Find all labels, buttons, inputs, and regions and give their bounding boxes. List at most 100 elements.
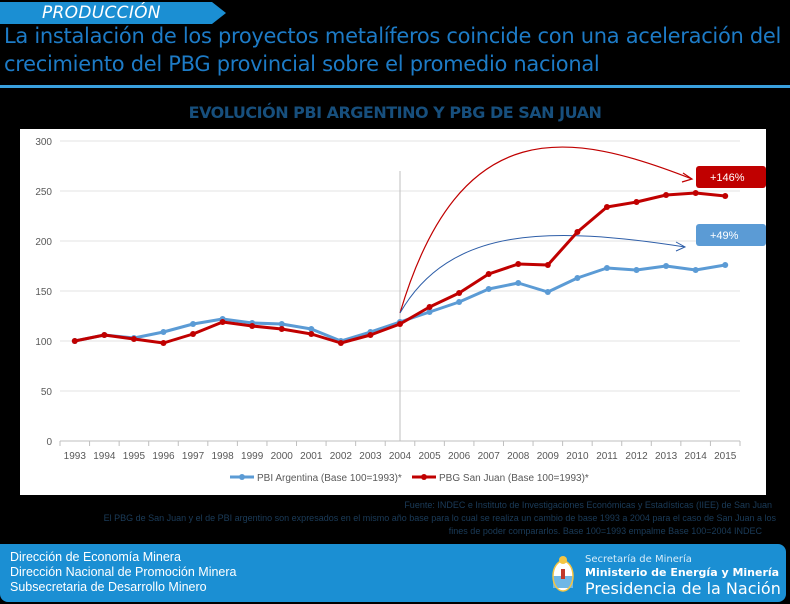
y-tick-label: 100 <box>35 337 52 348</box>
data-point <box>397 321 403 327</box>
data-point <box>603 204 610 210</box>
legend-marker <box>421 474 427 480</box>
data-point <box>249 323 256 329</box>
header-divider <box>0 85 790 88</box>
footer-secretariat: Secretaría de Minería <box>585 554 692 565</box>
data-point <box>485 271 492 277</box>
y-tick-label: 50 <box>41 387 53 398</box>
data-point <box>603 265 610 271</box>
data-point <box>308 331 315 337</box>
data-point <box>337 340 344 346</box>
legend-marker <box>239 474 245 480</box>
data-point <box>544 289 551 295</box>
data-point <box>633 267 640 273</box>
annotation-label: +49% <box>710 230 739 242</box>
data-point <box>367 332 374 338</box>
x-tick-label: 2012 <box>625 451 648 462</box>
data-point <box>190 331 197 337</box>
data-point <box>130 336 137 342</box>
data-point <box>692 267 699 273</box>
y-tick-label: 300 <box>35 137 52 148</box>
data-point <box>308 326 315 332</box>
data-point <box>633 199 640 205</box>
line-chart: 0 50 100 150 200 250 300 1993 1994 1995 1996 1997 19… <box>35 137 766 484</box>
y-tick-label: 250 <box>35 187 52 198</box>
x-tick-label: 2002 <box>330 451 353 462</box>
data-point <box>190 321 197 327</box>
data-point <box>544 262 551 268</box>
x-tick-label: 1999 <box>241 451 264 462</box>
y-tick-label: 200 <box>35 237 52 248</box>
footnote-note-1: El PBG de San Juan y el de PBI argentino… <box>103 513 776 523</box>
x-tick-label: 2001 <box>300 451 323 462</box>
data-point <box>456 290 463 296</box>
legend-label-san-juan: PBG San Juan (Base 100=1993)* <box>439 473 589 484</box>
x-tick-label: 1995 <box>123 451 146 462</box>
data-point <box>426 309 433 315</box>
x-tick-label: 2004 <box>389 451 412 462</box>
data-point <box>515 280 522 286</box>
annotation-arrow-san-juan <box>399 146 693 314</box>
data-point <box>456 299 463 305</box>
x-tick-label: 1993 <box>64 451 87 462</box>
data-point <box>101 332 108 338</box>
footer-ministry: Ministerio de Energía y Minería <box>585 566 780 579</box>
data-point <box>160 340 167 346</box>
x-tick-label: 2014 <box>685 451 708 462</box>
data-point <box>219 319 226 325</box>
footer-dept-2: Dirección Nacional de Promoción Minera <box>10 565 237 579</box>
annotation-badge <box>696 166 766 188</box>
x-tick-label: 2010 <box>566 451 589 462</box>
x-tick-label: 2007 <box>478 451 501 462</box>
chart-area: 0 50 100 150 200 250 300 1993 1994 1995 1996 1997 19… <box>20 129 766 495</box>
section-label: PRODUCCIÓN <box>42 3 161 23</box>
data-point <box>722 262 729 268</box>
footnote-source: Fuente: INDEC e Instituto de Investigaci… <box>404 500 772 510</box>
x-tick-label: 2005 <box>418 451 441 462</box>
x-tick-label: 2006 <box>448 451 471 462</box>
x-tick-label: 2003 <box>359 451 382 462</box>
x-tick-label: 1998 <box>211 451 234 462</box>
data-point <box>574 229 581 235</box>
headline-line-1: La instalación de los proyectos metalífe… <box>4 24 782 48</box>
x-tick-label: 1994 <box>93 451 116 462</box>
x-tick-label: 2000 <box>271 451 294 462</box>
national-crest-icon <box>552 556 574 592</box>
x-tick-label: 2011 <box>596 451 618 462</box>
data-point <box>574 275 581 281</box>
arrowhead-icon <box>675 241 687 252</box>
headline-line-2: crecimiento del PBG provincial sobre el … <box>4 52 600 76</box>
footer-dept-1: Dirección de Economía Minera <box>10 550 181 564</box>
data-point <box>692 190 699 196</box>
data-point <box>515 261 522 267</box>
x-tick-label: 2013 <box>655 451 678 462</box>
data-point <box>278 326 285 332</box>
footnote-note-2: fines de poder compararlos. Base 100=199… <box>448 526 762 536</box>
y-tick-label: 0 <box>46 437 52 448</box>
data-point <box>71 338 78 344</box>
x-tick-label: 1997 <box>182 451 205 462</box>
annotation-label: +146% <box>710 172 745 184</box>
arrowhead-icon <box>681 172 694 183</box>
headline: La instalación de los proyectos metalífe… <box>4 22 790 78</box>
x-tick-label: 2009 <box>537 451 560 462</box>
data-point <box>722 193 729 199</box>
data-point <box>485 286 492 292</box>
chart-title: EVOLUCIÓN PBI ARGENTINO Y PBG DE SAN JUA… <box>188 103 602 122</box>
y-tick-label: 150 <box>35 287 52 298</box>
data-point <box>278 321 285 327</box>
data-point <box>663 263 670 269</box>
legend-label-argentina: PBI Argentina (Base 100=1993)* <box>257 473 402 484</box>
annotation-arrow-argentina <box>399 234 686 314</box>
footer-institution: Secretaría de Minería Ministerio de Ener… <box>530 544 786 602</box>
data-point <box>426 304 433 310</box>
data-point <box>663 192 670 198</box>
x-tick-label: 1996 <box>152 451 175 462</box>
footer-departments: Dirección de Economía Minera Dirección N… <box>0 544 560 602</box>
footer-presidency: Presidencia de la Nación <box>585 579 781 598</box>
data-point <box>160 329 167 335</box>
x-tick-label: 2008 <box>507 451 530 462</box>
x-tick-label: 2015 <box>714 451 737 462</box>
footer-dept-3: Subsecretaria de Desarrollo Minero <box>10 580 207 594</box>
annotation-badge <box>696 224 766 246</box>
